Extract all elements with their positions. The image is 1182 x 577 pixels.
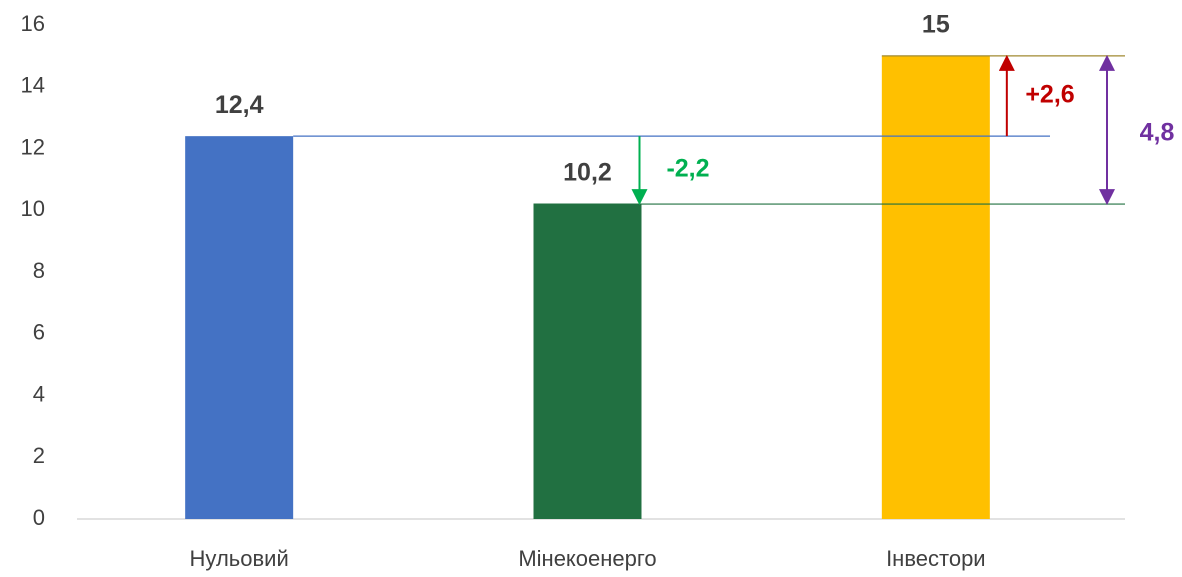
x-tick-label: Мінекоенерго <box>518 546 656 571</box>
bar <box>533 204 642 519</box>
annotation: 4,8 <box>1140 119 1175 147</box>
y-tick-label: 0 <box>33 505 45 530</box>
y-tick-label: 2 <box>33 443 45 468</box>
value-label: 10,2 <box>563 159 612 187</box>
y-tick-label: 16 <box>21 11 45 36</box>
y-tick-label: 10 <box>21 196 45 221</box>
y-tick-label: 4 <box>33 381 45 406</box>
annotation: +2,6 <box>1025 81 1074 109</box>
x-tick-label: Інвестори <box>886 546 986 571</box>
bar <box>881 55 990 519</box>
value-label: 15 <box>922 10 950 38</box>
x-tick-label: Нульовий <box>190 546 289 571</box>
y-tick-label: 12 <box>21 134 45 159</box>
y-tick-label: 6 <box>33 320 45 345</box>
annotation: -2,2 <box>666 155 709 183</box>
value-label: 12,4 <box>215 91 264 119</box>
y-tick-label: 8 <box>33 258 45 283</box>
bar <box>185 136 294 519</box>
y-tick-label: 14 <box>21 73 45 98</box>
